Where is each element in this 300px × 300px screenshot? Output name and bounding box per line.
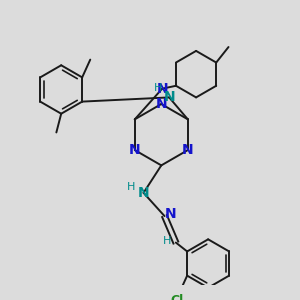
Text: H: H bbox=[154, 83, 163, 93]
Text: H: H bbox=[127, 182, 136, 192]
Text: N: N bbox=[129, 143, 140, 157]
Text: N: N bbox=[155, 97, 167, 111]
Text: N: N bbox=[164, 208, 176, 221]
Text: H: H bbox=[163, 236, 171, 246]
Text: Cl: Cl bbox=[171, 294, 184, 300]
Text: N: N bbox=[138, 186, 149, 200]
Text: N: N bbox=[182, 143, 194, 157]
Text: N: N bbox=[163, 90, 175, 104]
Text: N: N bbox=[156, 82, 168, 96]
